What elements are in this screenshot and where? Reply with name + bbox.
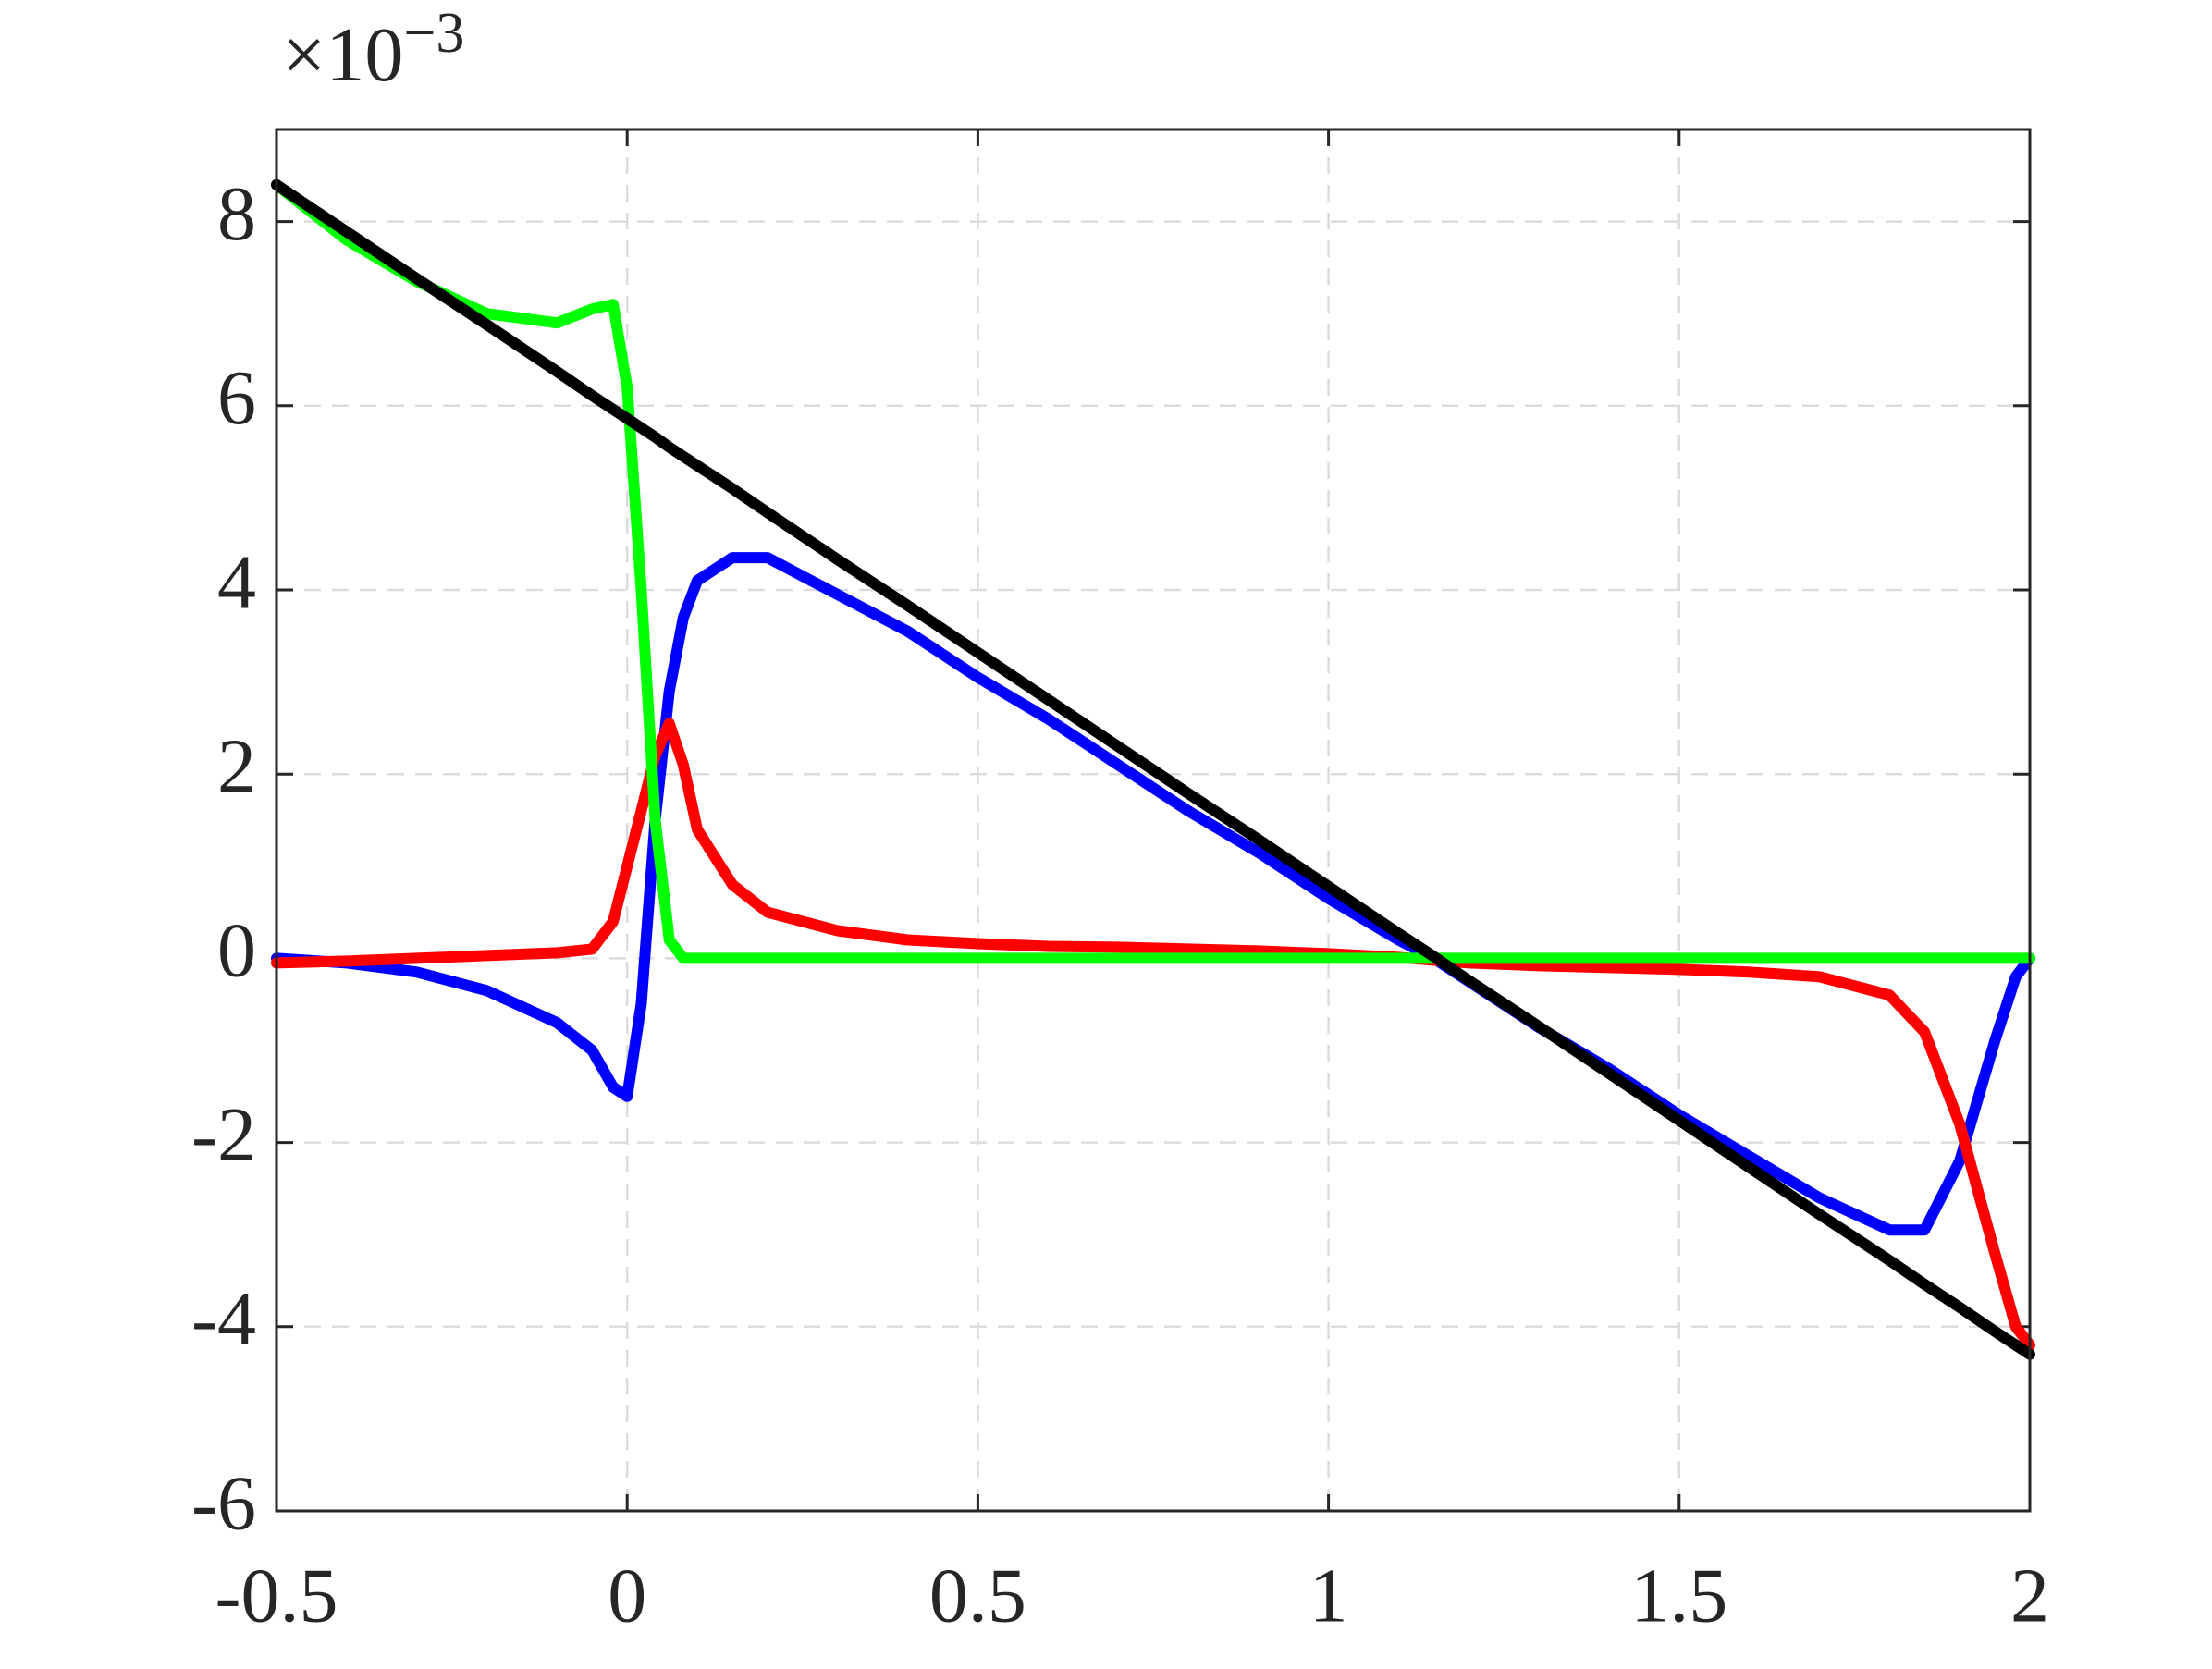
multiplier-exponent: −3 (403, 2, 464, 65)
x-tick-label: 2 (2010, 1552, 2049, 1638)
x-tick-label: 0.5 (929, 1552, 1026, 1638)
multiplier-base: ×10 (282, 12, 403, 98)
y-tick-label: 6 (217, 355, 256, 441)
axes-box (275, 128, 2032, 1513)
x-tick-label: -0.5 (215, 1552, 338, 1638)
y-tick-label: 8 (217, 171, 256, 257)
data-line (271, 178, 2035, 1360)
axis-multiplier: ×10−3 (282, 2, 464, 98)
data-line (271, 718, 2035, 1351)
y-tick-label: 2 (217, 723, 256, 809)
y-tick-label: 4 (217, 539, 256, 625)
y-tick-label: -4 (191, 1276, 256, 1362)
y-tick-label: -2 (191, 1092, 256, 1178)
data-line (271, 552, 2035, 1236)
x-tick-label: 1 (1309, 1552, 1348, 1638)
x-tick-label: 0 (608, 1552, 646, 1638)
x-tick-label: 1.5 (1630, 1552, 1727, 1638)
y-tick-label: 0 (217, 908, 256, 994)
data-line (271, 178, 2035, 964)
y-tick-label: -6 (191, 1460, 256, 1546)
